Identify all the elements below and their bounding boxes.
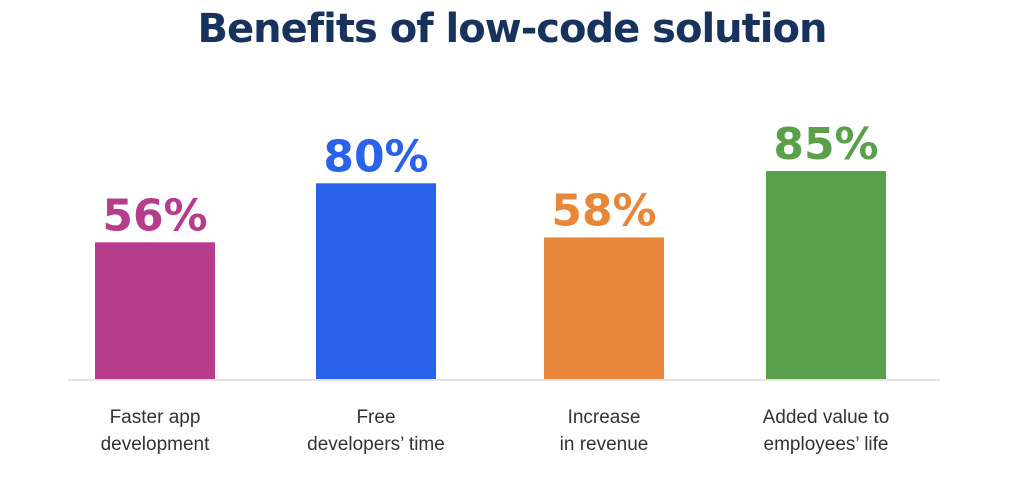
category-label-3-line-1: Increase bbox=[568, 407, 641, 428]
category-label-4-line-1: Added value to bbox=[763, 407, 890, 428]
bars-layer bbox=[95, 171, 886, 380]
labels-layer: 56% Faster app development 80% Free developer… bbox=[101, 119, 890, 455]
value-label-1: 56% bbox=[102, 190, 207, 241]
chart-title: Benefits of low-code solution bbox=[197, 6, 828, 52]
value-label-4: 85% bbox=[773, 119, 878, 170]
category-label-2-line-1: Free bbox=[356, 407, 395, 428]
category-label-1-line-2: development bbox=[101, 434, 211, 455]
value-label-3: 58% bbox=[551, 185, 656, 236]
category-label-1-line-1: Faster app bbox=[110, 407, 201, 428]
bar-1 bbox=[95, 242, 215, 380]
value-label-2: 80% bbox=[323, 131, 428, 182]
category-label-4-line-2: employees’ life bbox=[764, 434, 889, 455]
bar-4 bbox=[766, 171, 886, 380]
bar-2 bbox=[316, 183, 436, 380]
bar-3 bbox=[544, 237, 664, 380]
category-label-3-line-2: in revenue bbox=[560, 434, 649, 455]
category-label-2-line-2: developers’ time bbox=[307, 434, 445, 455]
